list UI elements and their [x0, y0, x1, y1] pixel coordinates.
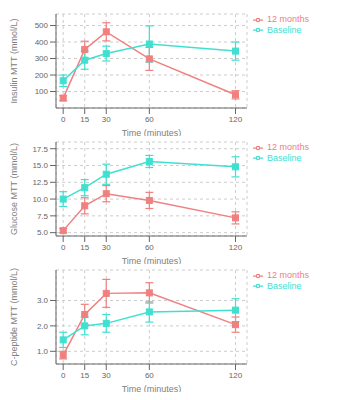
html-text:Baseline: Baseline	[267, 152, 302, 163]
svg-text:15: 15	[80, 115, 89, 124]
svg-text:120: 120	[229, 115, 243, 124]
svg-text:0: 0	[61, 115, 66, 124]
svg-text:300: 300	[35, 54, 49, 63]
svg-text:5.0: 5.0	[37, 228, 49, 237]
html-text:12 months: 12 months	[267, 14, 309, 24]
svg-text:Time (minutes): Time (minutes)	[122, 128, 182, 136]
svg-text:30: 30	[102, 371, 111, 380]
svg-text:200: 200	[35, 71, 49, 80]
svg-text:10.0: 10.0	[32, 195, 48, 204]
svg-text:100: 100	[35, 87, 49, 96]
svg-text:30: 30	[102, 115, 111, 124]
svg-text:15.0: 15.0	[32, 161, 48, 170]
svg-text:60: 60	[145, 371, 154, 380]
svg-text:Time (minutes): Time (minutes)	[122, 256, 182, 264]
svg-text:3.0: 3.0	[37, 296, 49, 305]
html-text:12 months: 12 months	[267, 142, 309, 152]
svg-text:400: 400	[35, 38, 49, 47]
svg-text:0: 0	[61, 243, 66, 252]
svg-text:120: 120	[229, 243, 243, 252]
svg-text:12.5: 12.5	[32, 178, 48, 187]
svg-text:Insulin MTT (mmol/L): Insulin MTT (mmol/L)	[9, 19, 19, 104]
svg-text:500: 500	[35, 21, 49, 30]
html-text:12 months: 12 months	[267, 270, 309, 280]
svg-text:Glucose MTT (mmol/L): Glucose MTT (mmol/L)	[9, 143, 19, 235]
svg-text:30: 30	[102, 243, 111, 252]
html-text:Baseline: Baseline	[267, 24, 302, 35]
svg-text:0: 0	[61, 371, 66, 380]
svg-text:15: 15	[80, 371, 89, 380]
svg-text:60: 60	[145, 115, 154, 124]
svg-text:120: 120	[229, 371, 243, 380]
html-text:Baseline: Baseline	[267, 280, 302, 291]
svg-text:60: 60	[145, 243, 154, 252]
svg-text:15: 15	[80, 243, 89, 252]
svg-text:C-peptide MTT (mmol/L): C-peptide MTT (mmol/L)	[9, 268, 19, 366]
svg-text:2.0: 2.0	[37, 322, 49, 331]
svg-text:1.0: 1.0	[37, 347, 49, 356]
svg-text:7.5: 7.5	[37, 212, 49, 221]
svg-text:Time (minutes): Time (minutes)	[122, 384, 182, 392]
svg-text:17.5: 17.5	[32, 145, 48, 154]
